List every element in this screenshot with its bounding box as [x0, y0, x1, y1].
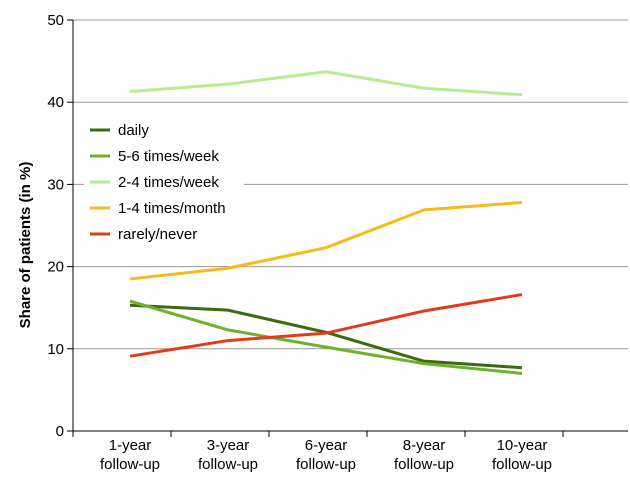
axes: 0 10 20 30 40 50 1-year follow-up 3-year follow-u… — [47, 12, 628, 473]
x-tick-label-line: follow-up — [100, 456, 160, 473]
legend: daily 5-6 times/week 2-4 times/week 1-4 tim… — [84, 114, 244, 246]
y-tick-label: 0 — [56, 423, 64, 440]
series-line — [129, 200, 523, 281]
legend-label: rarely/never — [118, 226, 197, 243]
x-tick-label-line: follow-up — [394, 456, 454, 473]
legend-label: 5-6 times/week — [118, 148, 219, 165]
legend-background — [84, 114, 244, 246]
x-tick-label: 6-year follow-up — [296, 437, 356, 473]
x-tick-label: 10-year follow-up — [492, 437, 552, 473]
x-tick-label: 3-year follow-up — [198, 437, 258, 473]
y-tick-label: 30 — [47, 176, 64, 193]
series-line — [129, 70, 523, 97]
y-tick-label: 10 — [47, 341, 64, 358]
x-tick-label-line: follow-up — [198, 456, 258, 473]
y-tick-label: 20 — [47, 259, 64, 276]
y-tick-label: 50 — [47, 12, 64, 29]
series-line — [129, 303, 523, 370]
legend-label: 1-4 times/month — [118, 200, 226, 217]
legend-label: daily — [118, 122, 149, 139]
x-tick-label: 8-year follow-up — [394, 437, 454, 473]
x-tick-label: 1-year follow-up — [100, 437, 160, 473]
x-tick-label-line: 6-year — [305, 437, 348, 454]
x-tick-label-line: follow-up — [492, 456, 552, 473]
x-tick-label-line: 1-year — [109, 437, 152, 454]
series-lines — [129, 70, 523, 375]
x-tick-label-line: 3-year — [207, 437, 250, 454]
x-tick-label-line: 10-year — [497, 437, 548, 454]
y-axis-title: Share of patients (in %) — [17, 162, 34, 329]
x-tick-label-line: 8-year — [403, 437, 446, 454]
x-tick-label-line: follow-up — [296, 456, 356, 473]
legend-label: 2-4 times/week — [118, 174, 219, 191]
y-tick-label: 40 — [47, 94, 64, 111]
series-line — [129, 299, 523, 375]
series-line — [129, 293, 523, 358]
